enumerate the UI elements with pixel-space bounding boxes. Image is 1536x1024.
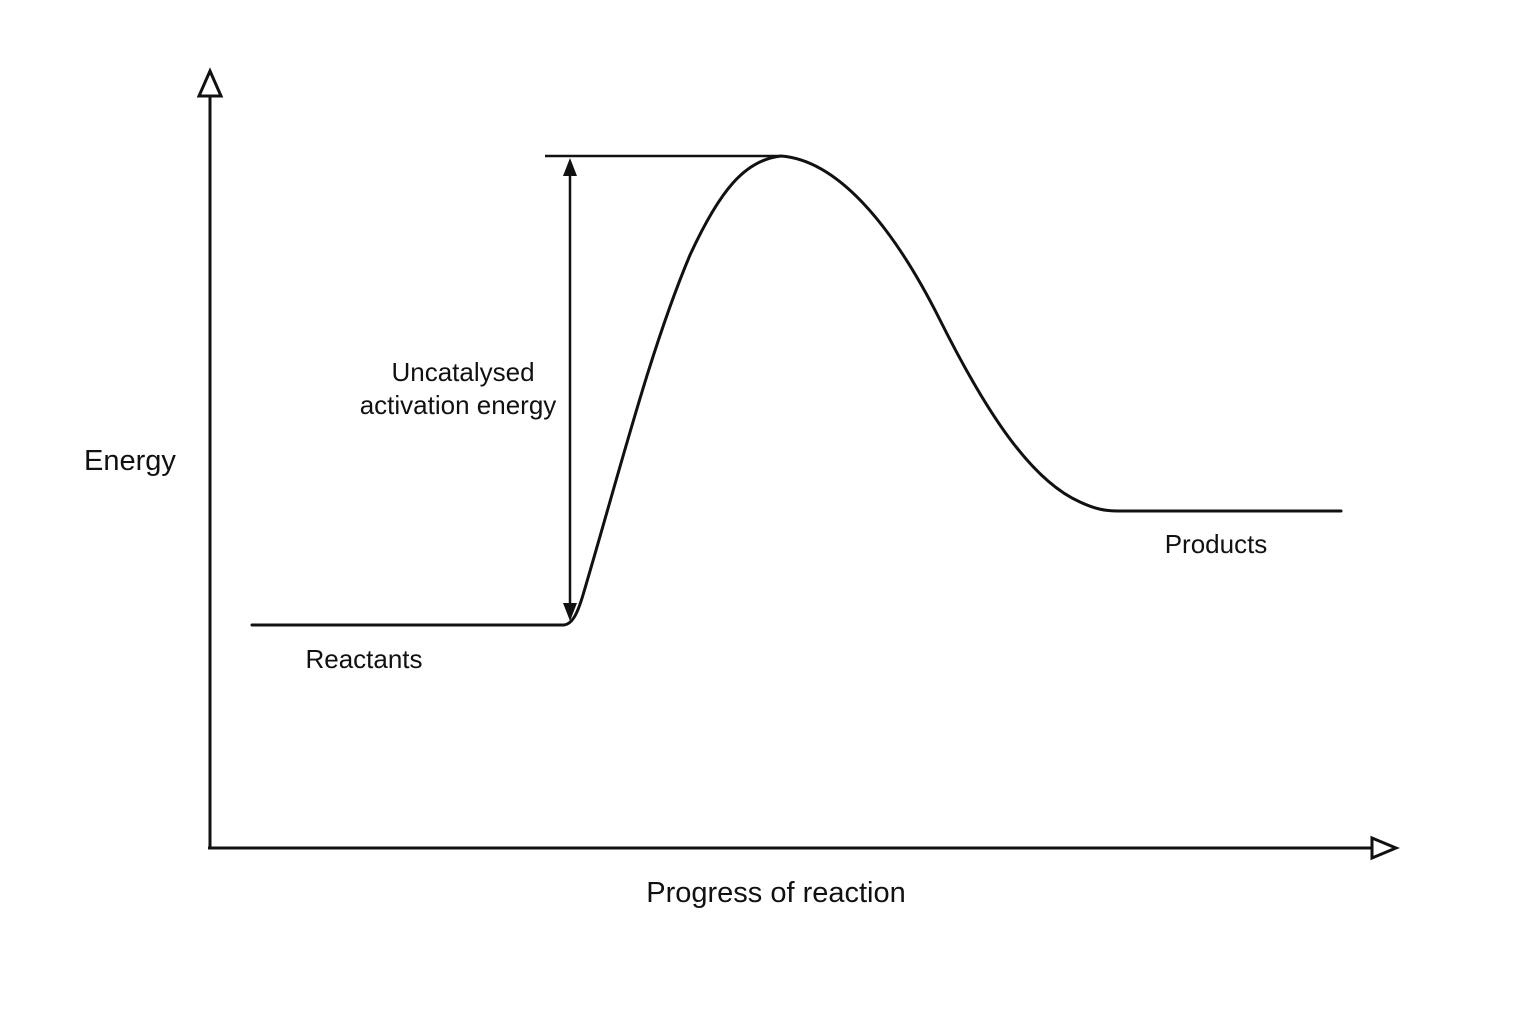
reactants-label: Reactants (305, 644, 422, 674)
y-axis-label: Energy (84, 445, 176, 477)
x-axis-arrowhead (1370, 835, 1400, 861)
x-axis-label: Progress of reaction (646, 877, 906, 909)
activation-energy-label-line1: Uncatalysed (391, 357, 534, 387)
products-label: Products (1165, 529, 1268, 559)
activation-energy-arrowhead-bottom (563, 603, 577, 621)
y-axis-arrowhead (196, 67, 224, 98)
activation-energy-arrowhead-top (563, 158, 577, 176)
activation-energy-label-line2: activation energy (360, 390, 557, 420)
